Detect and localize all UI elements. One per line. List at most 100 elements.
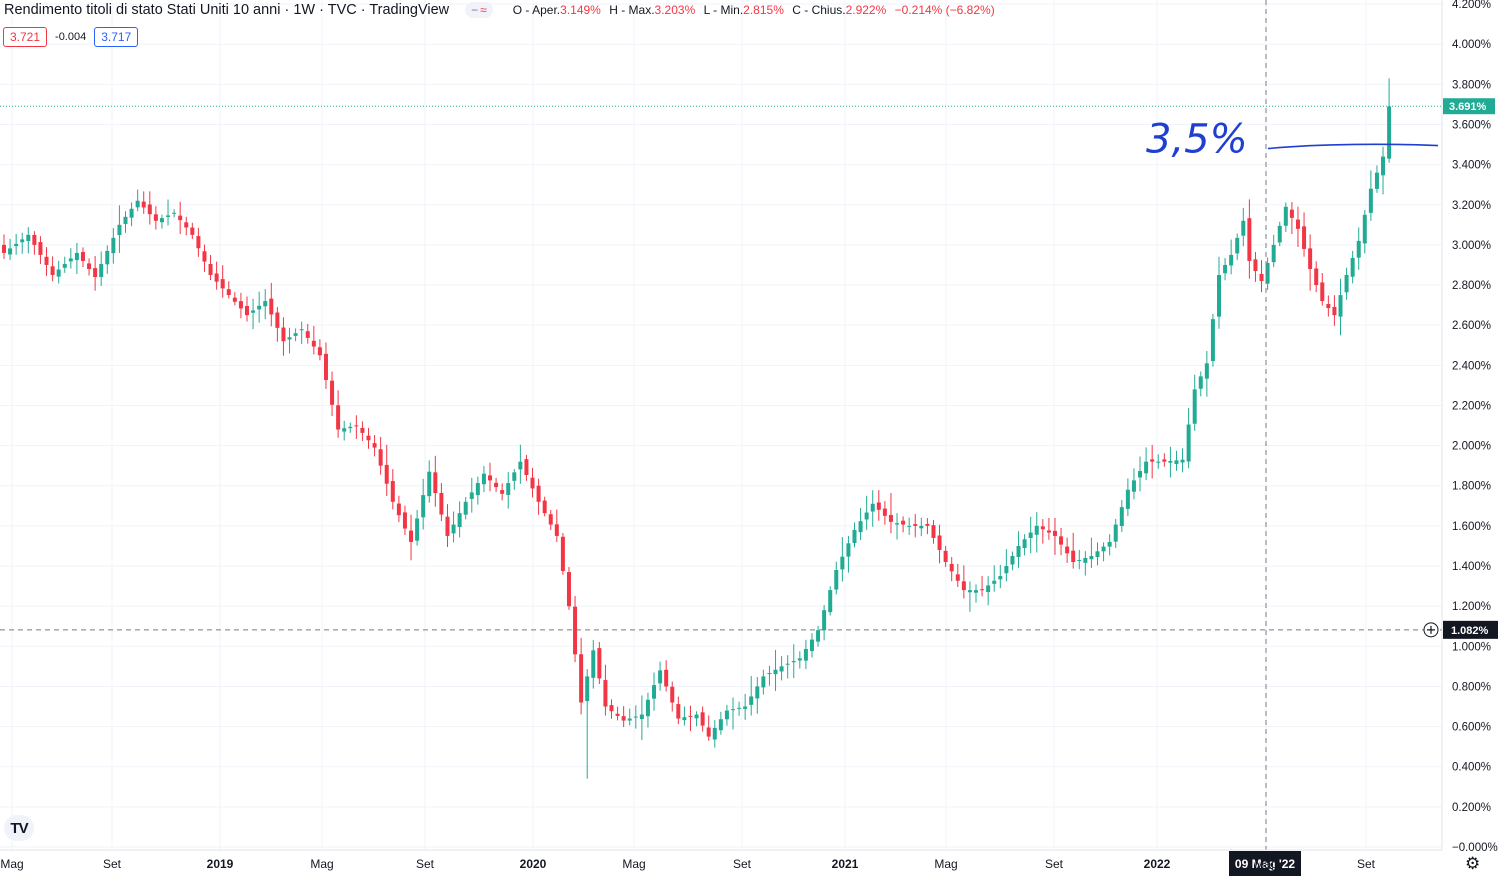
candle — [287, 327, 292, 354]
x-tick-label: Mag — [1254, 857, 1277, 871]
ohlc-values: O - Aper.3.149% H - Max.3.203% L - Min.2… — [512, 3, 995, 17]
candle — [542, 496, 547, 517]
y-tick-label: 4.000% — [1452, 39, 1491, 51]
candle — [652, 672, 657, 711]
buy-price-button[interactable]: 3.717 — [94, 27, 139, 47]
candle — [639, 695, 644, 741]
candle — [566, 566, 571, 610]
x-tick-label: Set — [733, 857, 752, 871]
candle — [159, 214, 164, 229]
candle — [1131, 468, 1136, 500]
candle — [512, 468, 517, 490]
candle — [323, 342, 328, 389]
candle — [518, 444, 523, 484]
candle — [731, 697, 735, 730]
candle — [682, 706, 687, 726]
candle — [93, 256, 98, 291]
candle — [907, 517, 912, 535]
candle — [348, 422, 353, 433]
candle — [554, 509, 559, 542]
candle — [451, 511, 456, 543]
candle — [737, 701, 742, 716]
tradingview-logo-icon[interactable]: TV — [4, 815, 34, 841]
candle — [1125, 478, 1130, 517]
gear-icon[interactable]: ⚙ — [1465, 854, 1481, 873]
candle — [500, 483, 505, 501]
candle — [779, 656, 784, 681]
candle — [384, 444, 389, 497]
candle — [1119, 499, 1124, 532]
candle — [846, 535, 851, 573]
candle — [238, 292, 243, 319]
candle — [1162, 453, 1167, 467]
sell-price-button[interactable]: 3.721 — [3, 27, 48, 47]
y-tick-label: 0.600% — [1452, 722, 1491, 734]
candle — [1265, 257, 1270, 291]
candle — [573, 595, 578, 663]
candle — [50, 256, 55, 282]
candle — [214, 261, 219, 290]
y-tick-label: 3.200% — [1452, 200, 1491, 212]
x-tick-label: 2019 — [207, 857, 234, 871]
annotation-line — [1267, 143, 1439, 150]
candle — [494, 477, 499, 492]
candle — [99, 251, 104, 286]
candle — [694, 711, 699, 727]
candle — [317, 339, 322, 361]
candle — [712, 720, 717, 748]
candle — [366, 427, 371, 449]
candle — [1320, 273, 1325, 306]
candle — [773, 649, 778, 691]
candle — [396, 495, 401, 523]
candle — [415, 510, 420, 546]
candle — [1052, 517, 1057, 555]
x-tick-label: Set — [103, 857, 122, 871]
symbol-title: Rendimento titoli di stato Stati Uniti 1… — [4, 2, 450, 18]
candle — [797, 651, 802, 669]
candle — [14, 233, 19, 255]
candle — [38, 236, 43, 265]
candle — [184, 216, 189, 236]
candle — [579, 637, 584, 715]
y-tick-label: 2.800% — [1452, 280, 1491, 292]
candle — [1381, 146, 1386, 195]
candle — [378, 436, 383, 475]
candle — [1223, 257, 1228, 281]
candle — [767, 665, 772, 686]
candle — [421, 478, 426, 530]
candle — [645, 692, 650, 728]
legend-toggle-icon[interactable]: − ≈ — [465, 2, 493, 18]
candle — [901, 516, 906, 533]
y-tick-label: 3.400% — [1452, 160, 1491, 172]
candle — [1138, 456, 1143, 492]
candle — [1010, 551, 1015, 571]
candle — [1253, 251, 1258, 282]
candle — [858, 508, 863, 541]
candle — [882, 501, 887, 525]
candle — [202, 244, 207, 272]
candle — [153, 206, 158, 230]
candle — [1034, 512, 1039, 553]
candle — [269, 282, 274, 327]
candle — [937, 524, 942, 564]
x-tick-label: 2022 — [1144, 857, 1171, 871]
candle — [560, 533, 565, 575]
candle — [1326, 295, 1331, 317]
candle — [311, 325, 316, 355]
x-tick-label: Set — [1357, 857, 1376, 871]
candle — [1356, 227, 1361, 270]
candle — [123, 211, 128, 233]
candle — [56, 260, 61, 284]
candle — [1113, 519, 1118, 549]
candle — [633, 705, 638, 729]
minus-icon: − — [471, 3, 479, 17]
x-tick-label: Set — [1045, 857, 1064, 871]
candle — [1241, 207, 1246, 247]
quote-badges: 3.721 -0.004 3.717 — [3, 27, 139, 47]
x-tick-label: Set — [416, 857, 435, 871]
candle — [1077, 549, 1082, 570]
candle — [1192, 374, 1197, 431]
candle — [8, 238, 13, 260]
candle — [439, 483, 444, 522]
